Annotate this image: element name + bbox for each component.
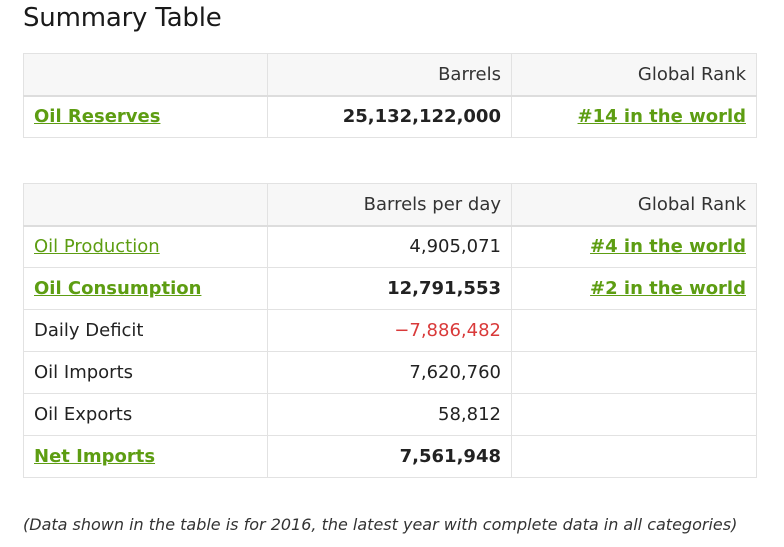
oil-production-rank-link[interactable]: #4 in the world xyxy=(590,236,746,258)
net-imports-rank xyxy=(511,435,757,478)
column-header-barrels: Barrels xyxy=(267,53,512,97)
column-header-global-rank: Global Rank xyxy=(511,53,757,97)
column-header-label xyxy=(23,183,268,227)
table-row-daily-deficit: Daily Deficit −7,886,482 xyxy=(23,309,757,352)
column-header-barrels-per-day: Barrels per day xyxy=(267,183,512,227)
daily-deficit-value: −7,886,482 xyxy=(267,309,512,352)
net-imports-value: 7,561,948 xyxy=(267,435,512,478)
net-imports-link[interactable]: Net Imports xyxy=(34,446,156,467)
oil-consumption-rank-link[interactable]: #2 in the world xyxy=(590,278,746,299)
oil-production-link[interactable]: Oil Production xyxy=(34,236,160,258)
oil-reserves-value: 25,132,122,000 xyxy=(267,95,512,138)
column-header-global-rank: Global Rank xyxy=(511,183,757,227)
table-header-row: Barrels per day Global Rank xyxy=(23,183,757,227)
table-header-row: Barrels Global Rank xyxy=(23,53,757,97)
table-row-net-imports: Net Imports 7,561,948 xyxy=(23,435,757,478)
oil-production-value: 4,905,071 xyxy=(267,225,512,268)
oil-exports-rank xyxy=(511,393,757,436)
table-row-oil-consumption: Oil Consumption 12,791,553 #2 in the wor… xyxy=(23,267,757,310)
daily-deficit-rank xyxy=(511,309,757,352)
oil-reserves-rank-link[interactable]: #14 in the world xyxy=(577,106,746,128)
table-row-oil-production: Oil Production 4,905,071 #4 in the world xyxy=(23,225,757,268)
column-header-label xyxy=(23,53,268,97)
oil-consumption-link[interactable]: Oil Consumption xyxy=(34,278,202,299)
oil-exports-value: 58,812 xyxy=(267,393,512,436)
reserves-table: Barrels Global Rank Oil Reserves 25,132,… xyxy=(23,53,757,138)
oil-reserves-link[interactable]: Oil Reserves xyxy=(34,106,161,128)
oil-imports-rank xyxy=(511,351,757,394)
production-table: Barrels per day Global Rank Oil Producti… xyxy=(23,183,757,478)
oil-imports-value: 7,620,760 xyxy=(267,351,512,394)
table-row-oil-imports: Oil Imports 7,620,760 xyxy=(23,351,757,394)
oil-imports-label: Oil Imports xyxy=(23,351,268,394)
page-title: Summary Table xyxy=(23,3,222,33)
table-row-oil-reserves: Oil Reserves 25,132,122,000 #14 in the w… xyxy=(23,95,757,138)
footnote: (Data shown in the table is for 2016, th… xyxy=(23,515,738,534)
oil-consumption-value: 12,791,553 xyxy=(267,267,512,310)
daily-deficit-label: Daily Deficit xyxy=(23,309,268,352)
oil-exports-label: Oil Exports xyxy=(23,393,268,436)
table-row-oil-exports: Oil Exports 58,812 xyxy=(23,393,757,436)
